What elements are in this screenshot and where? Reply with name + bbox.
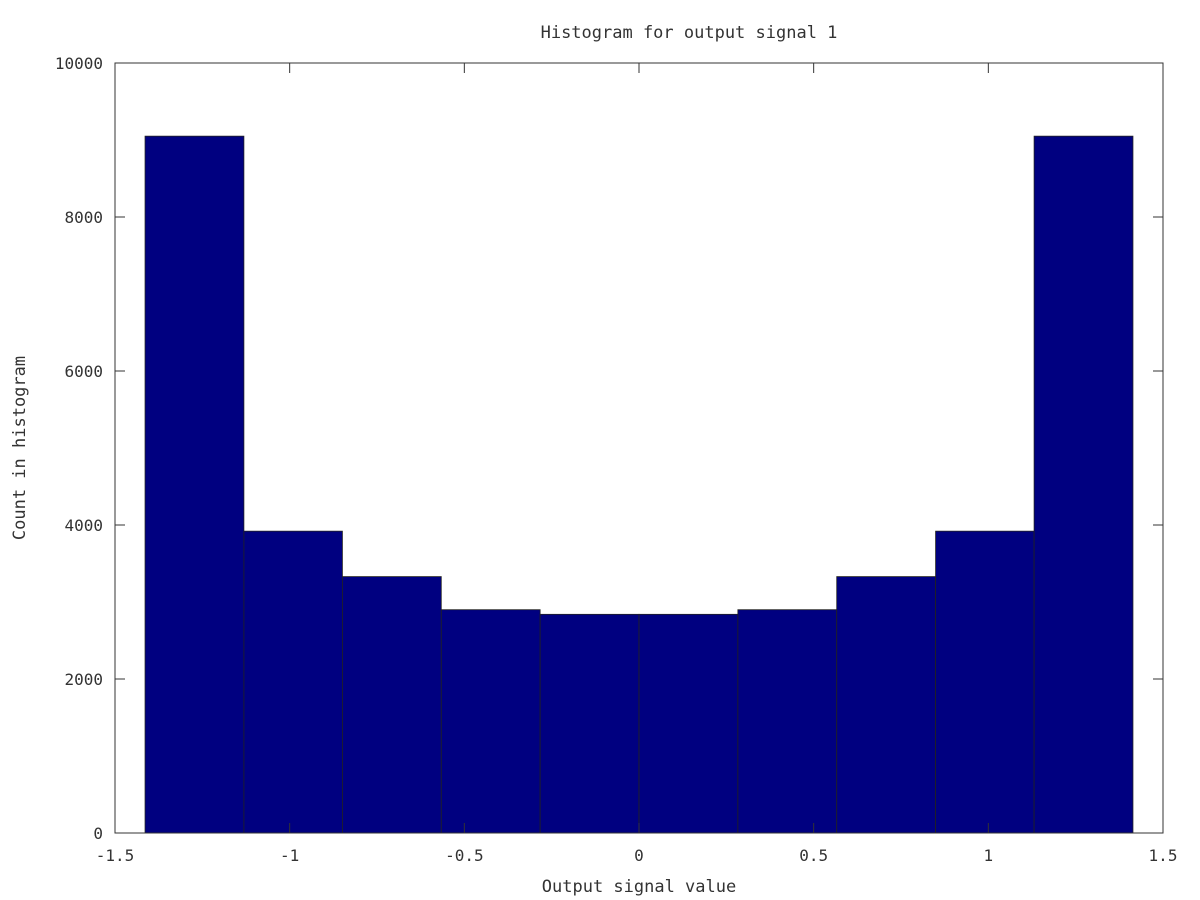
chart-title: Histogram for output signal 1 bbox=[541, 23, 838, 43]
y-axis-label: Count in histogram bbox=[10, 356, 30, 540]
ticks-group: -1.5 -1 -0.5 0 0.5 1 1.5 0 2000 4000 6000 8000 10000 bbox=[55, 54, 1178, 865]
histogram-bar-5 bbox=[539, 613, 640, 834]
histogram-bar-3 bbox=[342, 576, 442, 834]
plot-frame bbox=[114, 62, 1164, 834]
y-tick-label: 0 bbox=[93, 824, 103, 843]
y-tick-label: 6000 bbox=[64, 362, 103, 381]
x-tick-label: 1 bbox=[984, 846, 994, 865]
histogram-bar-7 bbox=[737, 609, 838, 834]
x-tick-label: 1.5 bbox=[1149, 846, 1178, 865]
x-tick-label: 0 bbox=[634, 846, 644, 865]
histogram-bar-10 bbox=[1033, 135, 1134, 834]
y-tick-label: 4000 bbox=[64, 516, 103, 535]
y-tick-label: 10000 bbox=[55, 54, 103, 73]
x-tick-label: -1.5 bbox=[96, 846, 135, 865]
histogram-bar-8 bbox=[836, 576, 936, 834]
histogram-bar-2 bbox=[243, 530, 343, 834]
bars-group bbox=[144, 135, 1134, 834]
y-tick-label: 8000 bbox=[64, 208, 103, 227]
histogram-bar-1 bbox=[144, 135, 245, 834]
x-tick-label: -1 bbox=[280, 846, 299, 865]
histogram-bar-6 bbox=[638, 613, 739, 834]
y-tick-label: 2000 bbox=[64, 670, 103, 689]
histogram-bar-9 bbox=[935, 530, 1035, 834]
x-axis-label: Output signal value bbox=[542, 877, 736, 897]
x-tick-label: -0.5 bbox=[445, 846, 484, 865]
x-tick-label: 0.5 bbox=[799, 846, 828, 865]
histogram-bar-4 bbox=[440, 609, 541, 834]
